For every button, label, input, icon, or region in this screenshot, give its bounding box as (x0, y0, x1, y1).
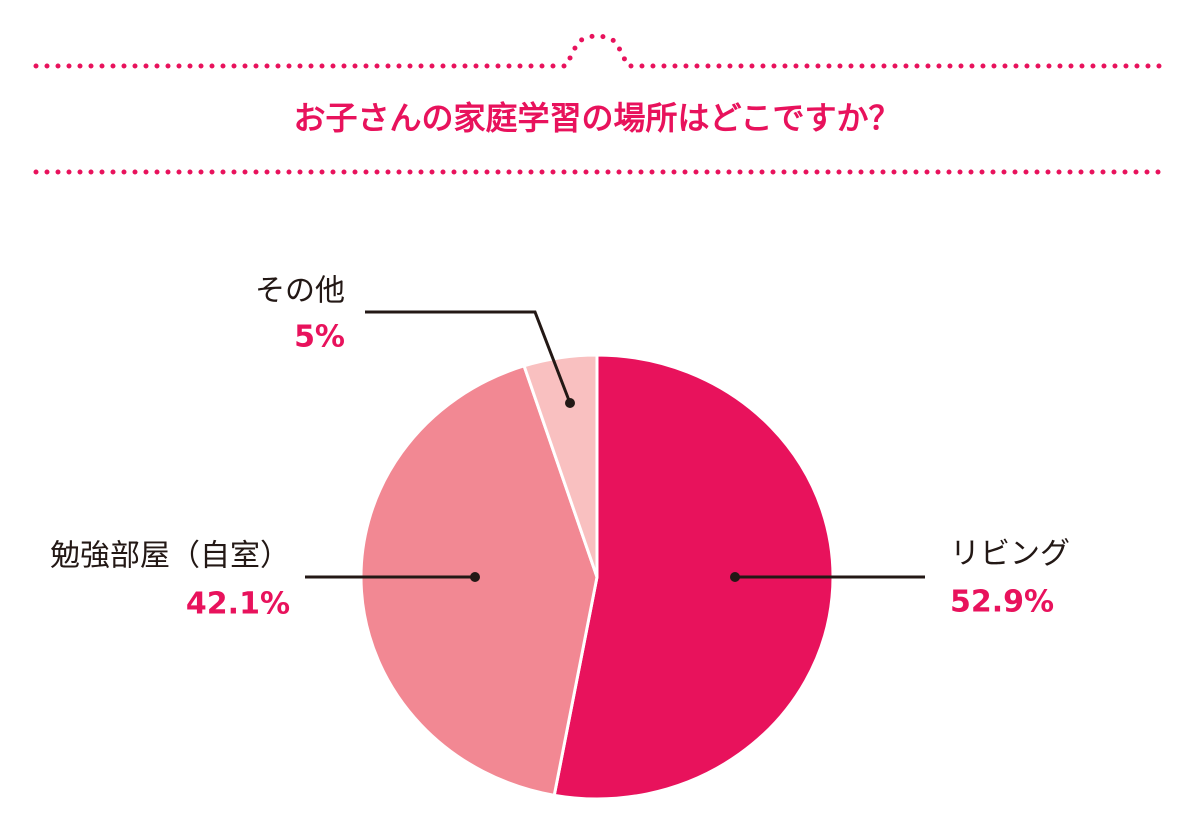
leader-dot (470, 572, 480, 582)
category-label: リビング (950, 537, 1070, 572)
leader-dot (730, 572, 740, 582)
pie-slice (522, 353, 599, 578)
leader-dot (565, 398, 575, 408)
pie-slice (359, 364, 599, 798)
leader-line (365, 310, 572, 404)
chart-title: お子さんの家庭学習の場所はどこですか？ (293, 99, 900, 137)
top-dotted-line (33, 33, 1165, 69)
title-decoration (33, 33, 1165, 175)
value-label: 42.1% (186, 587, 290, 622)
category-label: 勉強部屋（自室） (50, 539, 290, 574)
value-label: 52.9% (950, 585, 1054, 620)
category-label: その他 (255, 274, 345, 309)
pie-slice (552, 353, 835, 801)
value-label: 5% (294, 320, 345, 355)
